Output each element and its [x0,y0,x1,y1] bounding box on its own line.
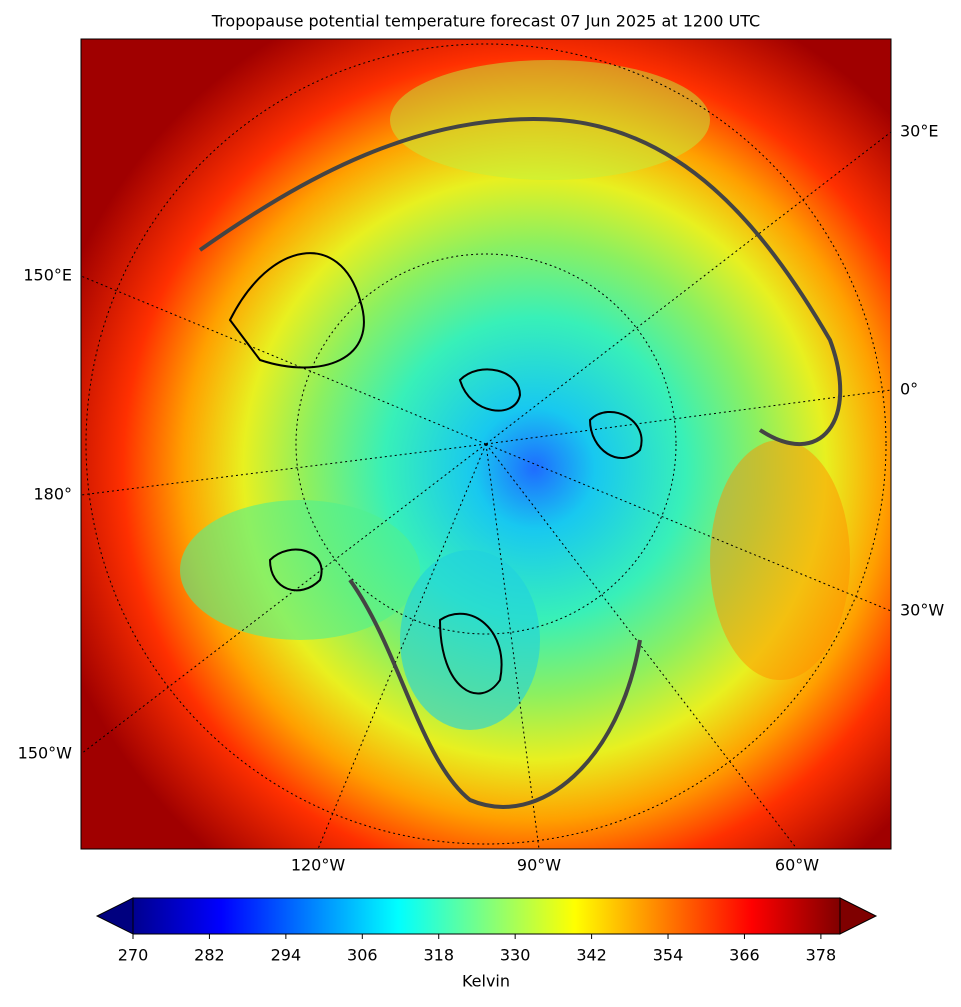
colorbar-tick-label: 294 [271,946,302,965]
colorbar-extend-low [95,897,134,935]
latitude-circle [295,253,677,635]
latitude-circle [85,43,887,845]
meridian [485,389,891,445]
colorbar-tick-label: 354 [653,946,684,965]
longitude-label: 30°E [900,122,938,141]
colorbar-tick-label: 378 [806,946,837,965]
longitude-label: 180° [33,485,72,504]
colorbar-tick-label: 342 [576,946,607,965]
meridian [485,443,798,849]
map [81,39,891,849]
longitude-label: 30°W [900,601,944,620]
longitude-label: 0° [900,380,918,399]
meridian [81,443,487,755]
meridian [81,443,487,496]
field-blob [180,500,420,640]
colorbar-tick-label: 282 [194,946,225,965]
coastline [198,117,843,809]
colorbar-body [133,898,840,934]
colorbar-tick-label: 318 [423,946,454,965]
pressure-contours [228,252,643,695]
longitude-labels: 30°E 0° 30°W 150°E 180° 150°W 120°W 90°W 60°W [18,122,945,875]
meridian [317,443,487,849]
meridian [81,275,487,445]
colorbar-tick-label: 366 [729,946,760,965]
field-blob [400,550,540,730]
title: Tropopause potential temperature forecas… [211,12,760,31]
longitude-label: 150°E [23,266,72,285]
colorbar-tick-label: 306 [347,946,378,965]
longitude-label: 60°W [775,856,819,875]
colorbar: Kelvin 270 282 294 306 318 330 342 354 366 378 [95,897,878,991]
colorbar-extend-high [839,897,878,935]
field-blob [710,440,850,680]
meridian [485,443,540,849]
longitude-label: 150°W [18,744,73,763]
meridian [485,131,891,445]
longitude-label: 90°W [517,856,561,875]
map-frame [80,38,892,850]
meridian [485,443,891,612]
colorbar-label: Kelvin [462,972,510,991]
longitude-label: 120°W [291,856,346,875]
colorbar-tick-label: 330 [500,946,531,965]
colorbar-tick-label: 270 [118,946,149,965]
colorbar-frame [132,897,841,935]
